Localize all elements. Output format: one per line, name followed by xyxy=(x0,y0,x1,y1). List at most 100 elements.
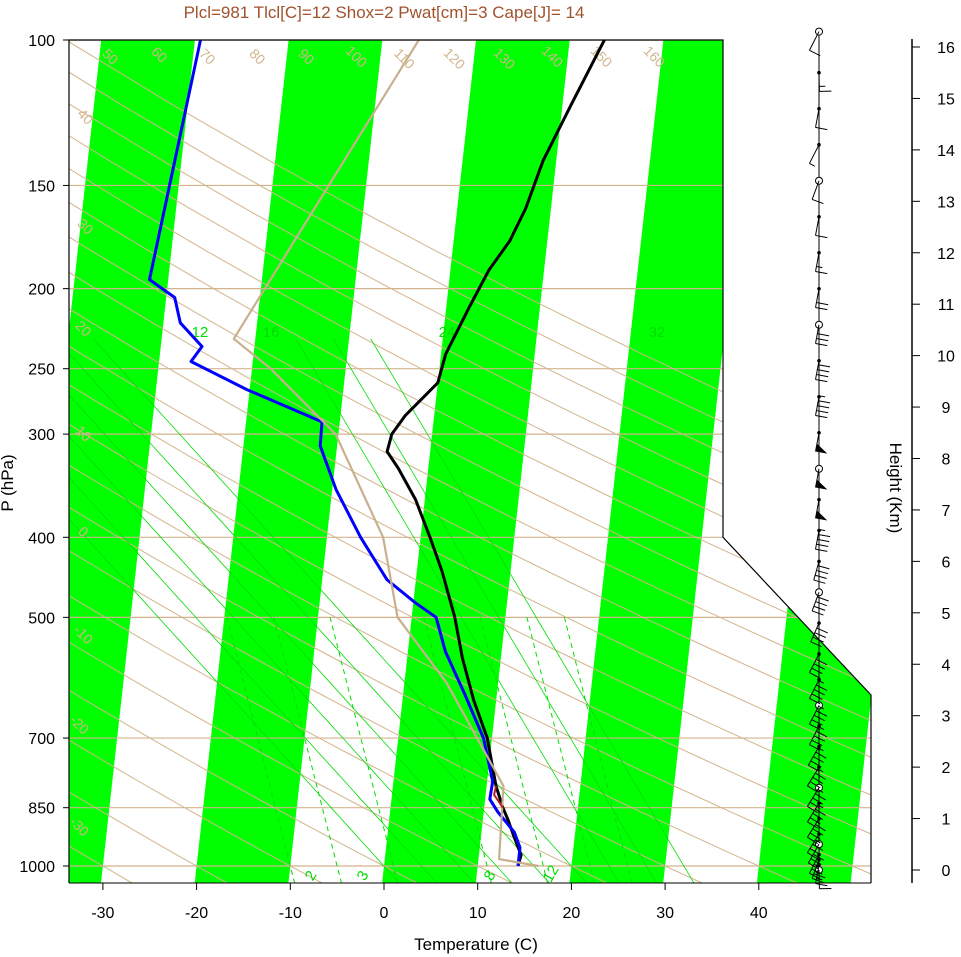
wind-barb-half-feather xyxy=(815,839,821,844)
wind-barb-feather xyxy=(808,764,820,772)
wind-barb xyxy=(815,497,828,521)
wind-barb xyxy=(810,621,828,648)
wind-barb-feather xyxy=(816,569,829,575)
temperature-band xyxy=(192,40,387,883)
x-axis-title: Temperature (C) xyxy=(414,935,538,954)
wind-barb xyxy=(815,464,828,490)
dry-adiabat xyxy=(69,40,871,883)
wind-barb-half-feather xyxy=(817,788,824,793)
temperature-band xyxy=(69,40,200,883)
dry-adiabat xyxy=(69,40,871,883)
wind-barb-feather xyxy=(817,405,830,409)
wind-barb-feather xyxy=(809,817,821,825)
y-tick-label: 200 xyxy=(28,282,55,299)
wind-barb-shaft xyxy=(808,31,820,51)
wind-barb-shaft xyxy=(807,787,820,807)
wind-barb xyxy=(815,286,829,311)
chart-title: Plcl=981 Tlcl[C]=12 Shox=2 Pwat[cm]=3 Ca… xyxy=(184,3,585,22)
moist-adiabat-label: 12 xyxy=(192,324,209,341)
mixing-ratio-line xyxy=(526,617,596,883)
y-tick-label: 1000 xyxy=(19,859,55,876)
dry-adiabat xyxy=(69,40,871,883)
wind-barb xyxy=(813,559,830,584)
temperature-band xyxy=(567,40,762,883)
wind-barb xyxy=(807,765,826,793)
wind-barb-feather xyxy=(812,776,824,785)
height-axis-title: Height (Km) xyxy=(886,443,905,534)
x-axis: -30 -20 -10 0 10 20 30 40 xyxy=(91,882,768,922)
mixing-ratio-line xyxy=(479,617,549,883)
wind-barb-shaft xyxy=(815,499,820,519)
wind-barb-feather xyxy=(818,533,831,538)
wind-barb-feather xyxy=(811,693,823,700)
wind-barb-feather xyxy=(809,744,821,751)
dry-adiabat xyxy=(69,40,548,883)
moist-adiabat xyxy=(370,338,695,883)
y-tick-label: 250 xyxy=(28,362,55,379)
wind-barb-feather xyxy=(817,333,830,337)
dry-adiabat-label: 80 xyxy=(246,45,268,67)
dry-adiabat xyxy=(69,40,259,883)
moist-adiabat-label: 24 xyxy=(439,324,456,341)
wind-barb-feather xyxy=(810,641,822,648)
wind-barb-feather xyxy=(816,302,829,306)
wind-barb-shaft xyxy=(807,746,820,766)
height-tick-label: 11 xyxy=(938,297,955,314)
moist-adiabat-lines xyxy=(69,338,695,883)
wind-barb-feather xyxy=(809,872,821,880)
y-axis-title: P (hPa) xyxy=(0,454,17,511)
wind-barb-feather xyxy=(813,663,825,670)
wind-barb-feather xyxy=(815,306,828,311)
x-tick-label: -20 xyxy=(185,905,208,922)
dry-adiabat xyxy=(69,40,871,883)
wind-barb-feather xyxy=(813,853,824,861)
x-tick-label: 40 xyxy=(750,905,768,922)
x-tick-label: -10 xyxy=(279,905,302,922)
mixing-ratio-line xyxy=(329,617,399,883)
wind-barb xyxy=(808,701,828,731)
wind-barb xyxy=(808,852,823,880)
wind-barb xyxy=(807,832,824,860)
wind-barb xyxy=(815,394,831,419)
wind-barb-feather xyxy=(813,735,825,742)
wind-barb-shaft xyxy=(808,854,820,874)
isotherm-label: 30 xyxy=(723,123,745,145)
wind-barb-feather xyxy=(807,852,818,860)
wind-barb-feather xyxy=(816,627,828,634)
wind-barb-feather xyxy=(809,723,821,731)
wind-barb xyxy=(815,320,830,347)
wind-barb-feather xyxy=(812,828,824,836)
wind-barb-feather xyxy=(811,667,823,675)
wind-barb-feather xyxy=(818,400,831,404)
mixing-ratio-line xyxy=(563,617,633,883)
isotherm-label: 30 xyxy=(844,647,866,669)
wind-barb-feather xyxy=(815,378,828,383)
x-tick-label: 10 xyxy=(469,905,487,922)
wind-barb-feather xyxy=(811,719,823,726)
wind-barb-half-feather xyxy=(809,162,816,167)
height-tick-label: 8 xyxy=(942,452,951,469)
wind-barb-feather xyxy=(815,601,828,607)
wind-barb xyxy=(808,142,821,167)
dry-adiabat xyxy=(69,40,871,883)
wind-barb xyxy=(817,70,832,92)
height-tick-label: 10 xyxy=(937,349,955,366)
parcel-profile xyxy=(232,40,539,868)
wind-barb-feather xyxy=(807,785,818,793)
wind-barb xyxy=(811,588,829,616)
wind-barb-feather xyxy=(812,797,824,805)
wind-barb-shaft xyxy=(815,288,820,308)
dry-adiabat-label: 120 xyxy=(441,45,469,73)
wind-barb-feather xyxy=(815,808,826,816)
wind-barb-feather xyxy=(813,579,826,584)
wind-barb-feather xyxy=(810,858,822,866)
wind-barb-feather xyxy=(816,338,829,342)
sounding-profiles xyxy=(148,40,606,868)
wind-barb-feather xyxy=(812,636,824,643)
wind-barb xyxy=(815,430,828,454)
wind-barb-shaft xyxy=(815,216,820,236)
wind-barb-feather xyxy=(816,543,829,547)
wind-barb-feather xyxy=(809,672,821,679)
dry-adiabat xyxy=(69,40,871,883)
